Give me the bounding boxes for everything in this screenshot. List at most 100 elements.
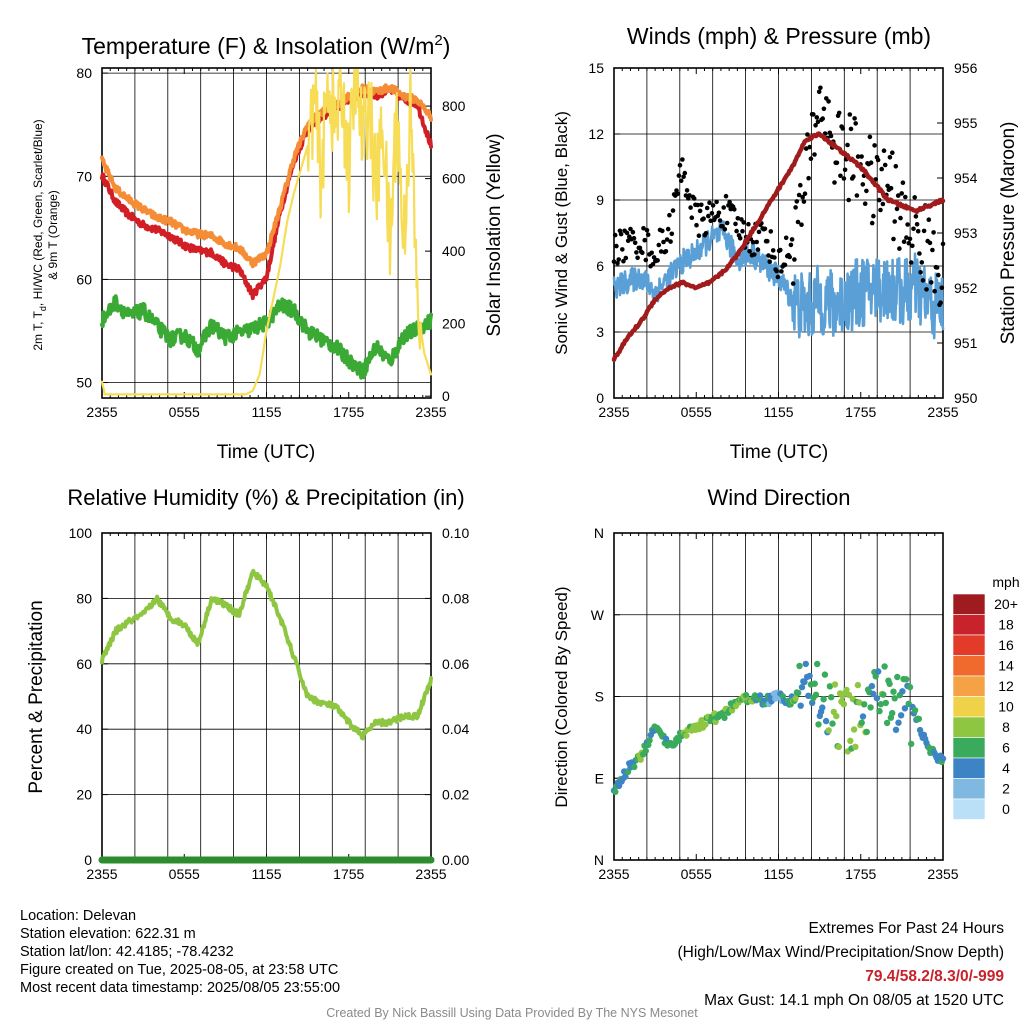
gust-point [684, 188, 690, 193]
temperature-title-sup: 2 [434, 32, 442, 49]
gust-point [677, 163, 683, 168]
gust-point [808, 156, 814, 161]
gust-point [631, 235, 637, 241]
direction-point [811, 680, 818, 687]
dir-y-tick-label: N [594, 525, 604, 541]
gust-point [940, 241, 946, 247]
direction-point [802, 660, 809, 668]
gust-point [796, 192, 802, 198]
temp-x-tick-label: 1155 [251, 404, 281, 420]
rh-y2-tick-label: 0.10 [442, 525, 469, 541]
gust-point [637, 245, 643, 251]
gust-point [904, 235, 909, 240]
rh-x-tick-label: 1755 [333, 866, 364, 882]
gust-point [778, 247, 783, 253]
gust-point [661, 239, 666, 245]
gust-point [621, 258, 626, 264]
gust-point [754, 239, 759, 245]
gust-point [670, 208, 676, 213]
gust-point [868, 160, 874, 165]
gust-point [643, 257, 649, 263]
gust-point [859, 154, 864, 159]
extremes-subtitle: (High/Low/Max Wind/Precipitation/Snow De… [677, 944, 1005, 961]
gust-point [752, 252, 757, 257]
gust-point [910, 243, 915, 249]
gust-point [614, 243, 619, 249]
gust-point [875, 157, 881, 163]
gust-point [733, 221, 738, 227]
dir-x-tick-label: 1755 [845, 866, 876, 882]
dir-x-tick-label: 1155 [763, 866, 793, 882]
legend-swatch [952, 655, 986, 677]
gust-point [864, 188, 869, 194]
series-line-station-pressure [611, 131, 946, 363]
gust-point [687, 193, 692, 198]
gust-point [746, 221, 751, 227]
gust-point [926, 217, 932, 222]
gust-point [787, 254, 792, 260]
gust-point [722, 227, 728, 232]
direction-point [843, 686, 850, 694]
gust-point [696, 233, 702, 238]
direction-point [845, 691, 853, 699]
direction-point [899, 688, 906, 695]
gust-point [656, 242, 662, 248]
winds-y-tick-label: 0 [596, 390, 604, 406]
gust-point [854, 193, 860, 198]
direction-point [868, 682, 876, 690]
gust-point [703, 231, 709, 236]
gust-point [735, 216, 741, 221]
gust-point [623, 255, 629, 261]
gust-point [842, 167, 848, 173]
legend-title: mph [992, 574, 1019, 590]
gust-point [914, 222, 920, 227]
location-text: Location: Delevan [20, 908, 137, 924]
gust-point [734, 228, 739, 234]
gust-point [616, 257, 621, 262]
legend-swatch [952, 675, 986, 697]
gust-point [765, 238, 770, 244]
rh-y-tick-label: 20 [76, 787, 92, 803]
gust-point [669, 231, 675, 237]
gust-point [707, 200, 712, 206]
direction-point [915, 715, 923, 723]
direction-point [809, 699, 816, 706]
gust-point [701, 216, 706, 221]
direction-point [642, 747, 649, 755]
gust-point [890, 150, 895, 155]
gust-point [774, 268, 779, 274]
gust-point [882, 162, 888, 168]
direction-point [821, 671, 829, 678]
extremes-values: 79.4/58.2/8.3/0/-999 [865, 968, 1004, 985]
gust-point [658, 249, 664, 254]
gust-point [755, 247, 761, 252]
gust-point [620, 247, 625, 252]
gust-point [802, 191, 808, 196]
gust-point [681, 174, 686, 179]
gust-point [811, 112, 816, 117]
gust-point [798, 182, 803, 188]
gust-point [694, 222, 699, 228]
gust-point [618, 231, 624, 237]
rh-y2-tick-label: 0.08 [442, 590, 469, 606]
direction-point [815, 721, 822, 728]
gust-point [668, 239, 673, 244]
direction-point [877, 701, 884, 708]
gust-point [645, 232, 651, 237]
gust-point [630, 229, 636, 235]
extremes-title: Extremes For Past 24 Hours [808, 920, 1004, 937]
direction-point [662, 735, 670, 743]
gust-point [814, 115, 820, 120]
gust-point [667, 212, 672, 218]
humidity-y-axis-label: Percent & Precipitation [26, 600, 47, 793]
gust-point [634, 250, 639, 255]
gust-point [697, 208, 703, 214]
direction-point [835, 743, 842, 751]
winds-y-tick-label: 3 [596, 324, 604, 340]
gust-point [921, 228, 927, 234]
ylabel-part: 2m T, T [31, 310, 45, 350]
gust-point [766, 253, 771, 258]
speed-legend: mph 20+ 18 16 14 12 10 8 6 4 2 0 [952, 574, 1020, 820]
wind-direction-y-axis-label: Direction (Colored By Speed) [552, 586, 571, 807]
